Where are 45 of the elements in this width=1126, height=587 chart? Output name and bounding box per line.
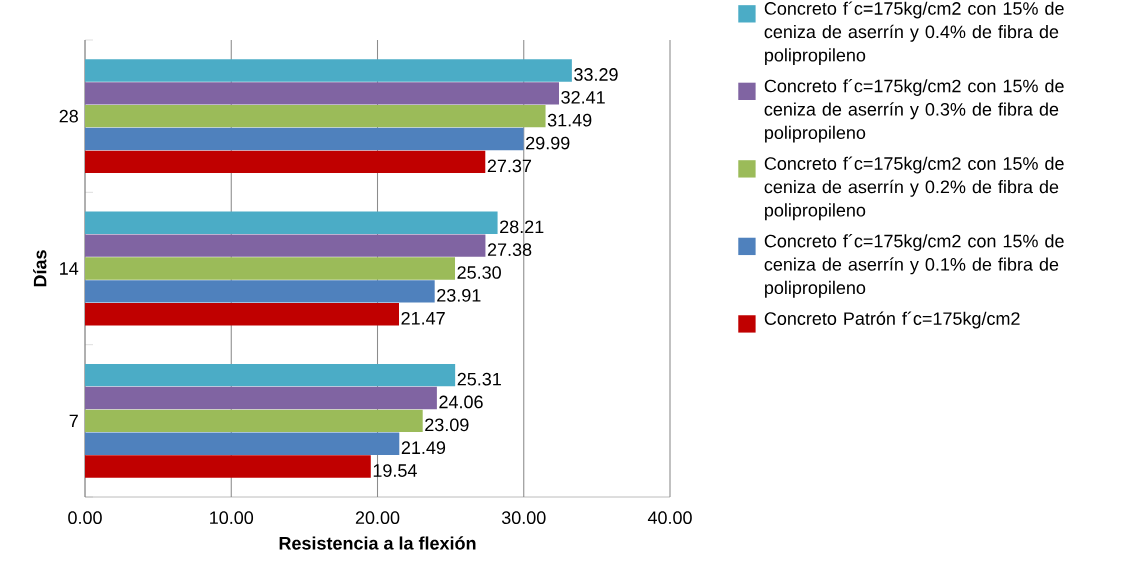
- data-label: 19.54: [373, 464, 417, 477]
- data-label: 23.91: [437, 288, 481, 302]
- bar: [85, 127, 524, 151]
- x-tick-label: 30.00: [501, 511, 546, 525]
- data-label: 25.30: [457, 266, 501, 279]
- data-label: 27.37: [487, 159, 532, 173]
- data-label: 33.29: [574, 68, 618, 81]
- bar: [85, 455, 371, 478]
- legend-label: Concreto f´c=175kg/cm2 con 15% de ceniza de aserrín y 0.4% de fibra de polipropileno: [764, 1, 1064, 66]
- y-axis-title: Días: [33, 250, 47, 287]
- bar: [85, 432, 400, 455]
- data-label: 21.49: [401, 441, 446, 455]
- y-tick-label: 14: [60, 262, 79, 275]
- bar: [85, 211, 498, 235]
- x-axis-title: Resistencia a la flexión: [279, 536, 476, 550]
- bar: [85, 59, 572, 82]
- legend-label: Concreto f´c=175kg/cm2 con 15% de ceniza de aserrín y 0.2% de fibra de polipropileno: [764, 156, 1064, 221]
- x-tick-label: 10.00: [210, 511, 254, 525]
- bar: [85, 257, 456, 280]
- data-label: 29.99: [526, 136, 570, 150]
- data-label: 32.41: [561, 90, 605, 104]
- data-label: 21.47: [401, 311, 445, 325]
- legend-label: Concreto f´c=175kg/cm2 con 15% de ceniza de aserrín y 0.3% de fibra de polipropileno: [764, 78, 1064, 143]
- data-label: 27.38: [487, 243, 532, 257]
- bar: [85, 104, 546, 128]
- x-tick-label: 0.00: [68, 511, 102, 525]
- bar: [85, 303, 400, 326]
- data-label: 31.49: [547, 113, 592, 127]
- data-label: 25.31: [457, 372, 501, 386]
- data-label: 23.09: [425, 418, 469, 432]
- legend-label: Concreto f´c=175kg/cm2 con 15% de ceniza de aserrín y 0.1% de fibra de polipropileno: [764, 233, 1064, 298]
- x-tick-label: 40.00: [647, 511, 692, 525]
- bar: [85, 150, 486, 174]
- bar: [85, 234, 486, 257]
- bar: [85, 82, 559, 105]
- bar: [85, 363, 456, 387]
- legend-label: Concreto Patrón f´c=175kg/cm2: [764, 311, 1020, 329]
- y-tick-label: 28: [59, 109, 78, 123]
- y-tick-label: 7: [69, 414, 78, 428]
- bar: [85, 280, 435, 303]
- x-tick-label: 20.00: [355, 511, 400, 525]
- data-label: 28.21: [500, 220, 544, 234]
- bar: [85, 409, 423, 433]
- data-label: 24.06: [439, 395, 483, 409]
- bar: [85, 386, 437, 410]
